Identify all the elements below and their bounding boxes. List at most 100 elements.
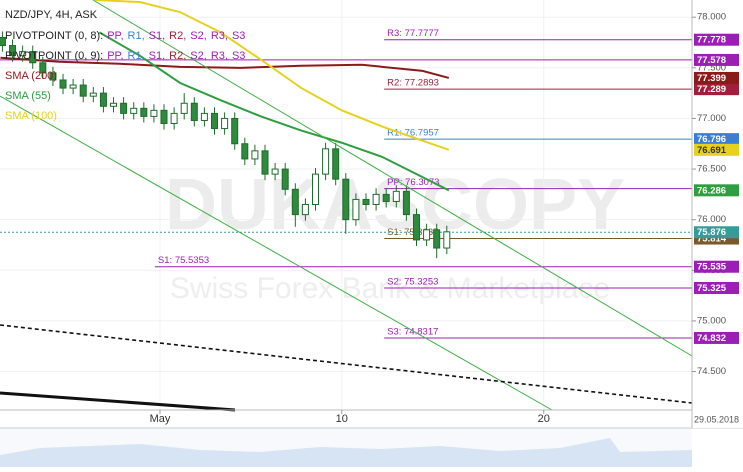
x-tick-label: 10 [336,413,348,425]
chart-title: NZD/JPY, 4H, ASK [5,9,98,21]
candle-body [392,190,400,202]
candle-body [372,193,380,205]
price-tag-label: 77.578 [697,55,726,66]
pivot-label: S1: 75.5353 [158,255,209,266]
price-tag-label: 77.289 [697,84,726,95]
candle-body [231,117,239,145]
candle-body [110,102,118,107]
y-tick-label: 76.000 [697,214,726,225]
channel-line [92,0,693,357]
candle-body [89,92,97,97]
candle-body [221,117,229,130]
legend-entry: SMA (200) [5,70,57,82]
legend-part: R2, [169,30,186,42]
candle-body [79,84,87,97]
pivot-label: R1: 76.7957 [387,128,439,139]
pivot-label: S2: 75.3253 [387,276,438,287]
price-tag [694,281,739,294]
price-tag-label: 76.796 [697,134,726,145]
sma-line [98,31,450,192]
candle-body [352,198,360,221]
candle-body [120,102,128,114]
legend-entry: PIVOTPOINT (0, 8): PP, R1, S1, R2, S2, R3, S3 [5,30,245,42]
candle-body [382,193,390,202]
candle-body [69,84,77,89]
legend-part: R1, [128,30,145,42]
legend-part: R1, [128,50,145,62]
candle-body [342,178,350,221]
price-tag-label: 77.399 [697,73,726,84]
candle-body [9,45,17,57]
y-tick-label: 75.000 [697,315,726,326]
legend-text: PIVOTPOINT (0, 9): [5,50,103,62]
legend-entry: SMA (100) [5,110,57,122]
candle-body [29,51,37,64]
candle-body [99,92,107,107]
candle-body [160,109,168,125]
candle-body [332,148,340,180]
price-tag [694,143,739,156]
y-tick-label: 74.500 [697,366,726,377]
price-tag [694,260,739,273]
candle-body [0,36,6,47]
legend-entry: PIVOTPOINT (0, 9): PP, R1, S1, R2, S2, R3, S3 [5,50,245,62]
price-tag-label: 77.778 [697,35,726,46]
legend-entry: SMA (55) [5,90,51,102]
pivot-label: R2: 77.2893 [387,78,439,89]
candle-body [39,62,47,74]
price-tag-label: 75.325 [697,283,727,294]
x-tick-label: 20 [538,413,550,425]
candle-body [402,190,410,216]
plot: R3: 77.7777 R2: 77.2893 R1: 76.7957 PP: 76.… [0,0,692,410]
candle-body [170,112,178,125]
price-tag-label: 75.814 [697,234,727,245]
y-tick-label: 78.000 [697,12,726,23]
price-tag-label: 76.286 [697,185,726,196]
price-tag [694,83,739,96]
candle-body [423,229,431,241]
legend-part: S1, [149,30,166,42]
sma-line [0,56,450,79]
legend-part: R3, [211,50,228,62]
navigator-area [0,438,692,467]
price-tag-label: 74.832 [697,333,726,344]
sma-line [95,0,450,151]
candle-body [130,107,138,114]
candle-body [19,51,27,57]
y-tick-label: 77.000 [697,113,726,124]
candle-body [281,168,289,190]
price-tag [694,133,739,146]
overlay: 74.50075.00075.50076.00076.50077.00077.5… [150,12,739,425]
legend-part: S2, [190,50,207,62]
price-axis [692,0,743,428]
candle-body [241,143,249,160]
candle-body [211,112,219,130]
candle-body [150,109,158,117]
candle-body [271,168,279,175]
x-tick-label: May [150,413,171,425]
legend-part: R2, [169,50,186,62]
pivot-label: R3: 77.7777 [387,28,439,39]
candle-body [59,79,67,89]
price-tag-label: 75.876 [697,227,726,238]
price-tag-label: 75.535 [697,262,727,273]
legend-part: PP, [107,50,123,62]
legend-part: S1, [149,50,166,62]
legend-part: PP, [107,30,123,42]
candle-body [301,203,309,216]
price-tag [694,331,739,344]
candle-body [312,173,320,205]
legend-text: PIVOTPOINT (0, 8): [5,30,103,42]
candle-body [190,102,198,121]
y-tick-label: 77.500 [697,62,726,73]
candle-body [200,112,208,121]
candle-body [180,102,188,114]
date-label: 29.05.2018 [694,414,739,424]
candle-body [140,107,148,117]
price-tag [694,53,739,66]
price-tag [694,184,739,197]
pivot-label: PP: 76.3073 [387,177,439,188]
y-tick-label: 76.500 [697,164,726,175]
